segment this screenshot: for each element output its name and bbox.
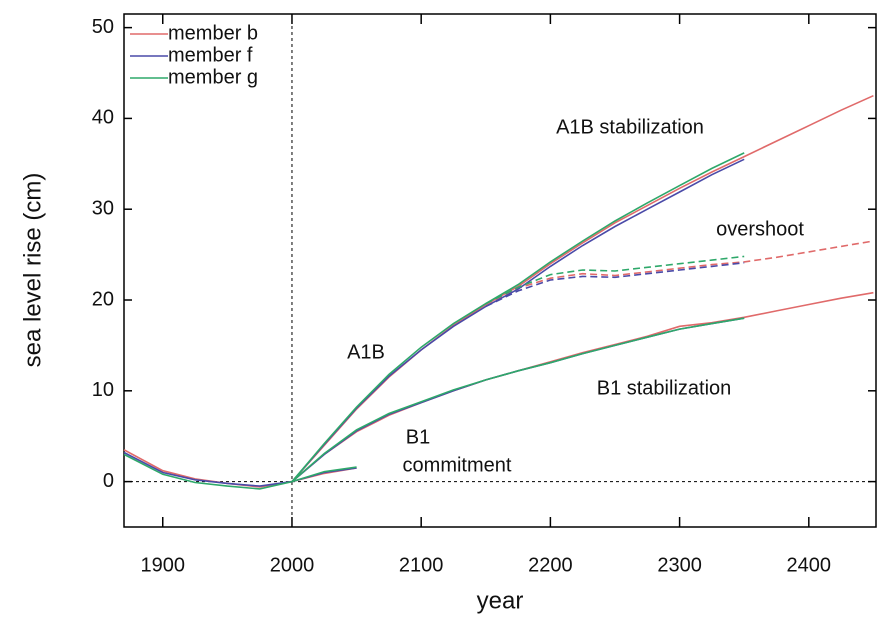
y-axis-label: sea level rise (cm) [19, 173, 46, 368]
legend-label: member f [168, 44, 253, 66]
series-line [485, 255, 745, 305]
y-tick-label: 10 [92, 379, 114, 401]
series-line [123, 152, 745, 490]
series-line [485, 240, 874, 306]
y-tick-label: 20 [92, 288, 114, 310]
y-tick-label: 50 [92, 16, 114, 38]
series-line [123, 158, 745, 487]
legend-label: member b [168, 22, 258, 44]
x-axis-label: year [477, 587, 524, 614]
annotation: overshoot [716, 218, 804, 240]
x-tick-label: 2400 [787, 554, 832, 576]
annotation: A1B [347, 341, 385, 363]
x-tick-label: 2300 [657, 554, 702, 576]
series-line [291, 291, 874, 483]
series-line [291, 466, 357, 483]
series-line [485, 262, 745, 308]
y-tick-label: 40 [92, 107, 114, 129]
series-line [123, 94, 874, 488]
plot-frame [123, 13, 877, 528]
annotation: B1 [406, 426, 430, 448]
annotation: A1B stabilization [556, 116, 704, 138]
annotation: commitment [403, 454, 512, 476]
x-tick-label: 2200 [528, 554, 573, 576]
y-tick-label: 0 [103, 470, 114, 492]
y-tick-label: 30 [92, 197, 114, 219]
x-tick-label: 2100 [399, 554, 444, 576]
legend-label: member g [168, 66, 258, 88]
annotation: B1 stabilization [597, 377, 732, 399]
x-tick-label: 2000 [270, 554, 315, 576]
x-tick-label: 1900 [141, 554, 186, 576]
series-line [291, 317, 745, 483]
